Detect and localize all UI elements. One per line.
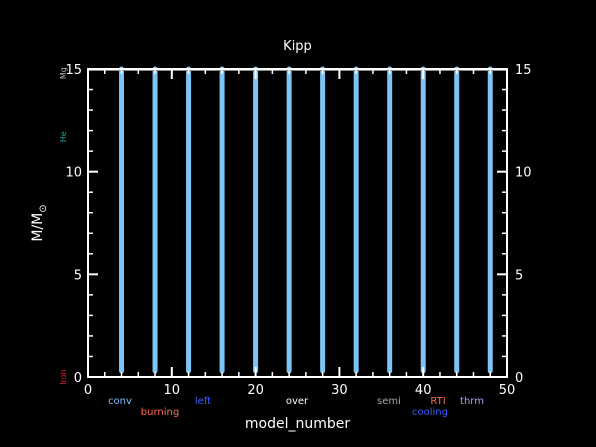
y-axis-label: M/M⊙ [30, 204, 49, 241]
legend-burning: burning [141, 407, 179, 418]
side-label-2: Iron [59, 369, 68, 384]
x-tick-label-4: 40 [415, 383, 432, 398]
y-tick-label-0: 0 [74, 371, 82, 386]
y-axis-label-subscript: ⊙ [38, 204, 49, 212]
legend-thrm: thrm [460, 396, 484, 407]
x-axis-label: model_number [245, 416, 350, 432]
side-label-1: He [59, 131, 68, 142]
y-tick-right-label-0: 0 [515, 371, 523, 386]
y-tick-label-3: 15 [65, 63, 82, 78]
x-tick-label-2: 20 [247, 383, 264, 398]
x-tick-label-0: 0 [84, 383, 92, 398]
legend-over: over [286, 396, 309, 407]
y-tick-label-1: 5 [74, 268, 82, 283]
legend-cooling: cooling [412, 407, 448, 418]
legend-left: left [195, 396, 211, 407]
plot-frame [87, 68, 508, 378]
legend-semi: semi [377, 396, 401, 407]
y-tick-right-label-2: 10 [515, 166, 532, 181]
y-tick-right-label-1: 5 [515, 268, 523, 283]
chart-title: Kipp [283, 39, 312, 54]
legend-RTI: RTI [430, 396, 445, 407]
x-tick-label-3: 30 [331, 383, 348, 398]
legend-conv: conv [108, 396, 132, 407]
y-tick-label-2: 10 [65, 166, 82, 181]
x-tick-label-1: 10 [164, 383, 181, 398]
side-label-0: Mg [59, 67, 68, 79]
x-tick-label-5: 50 [499, 383, 516, 398]
y-tick-right-label-3: 15 [515, 63, 532, 78]
